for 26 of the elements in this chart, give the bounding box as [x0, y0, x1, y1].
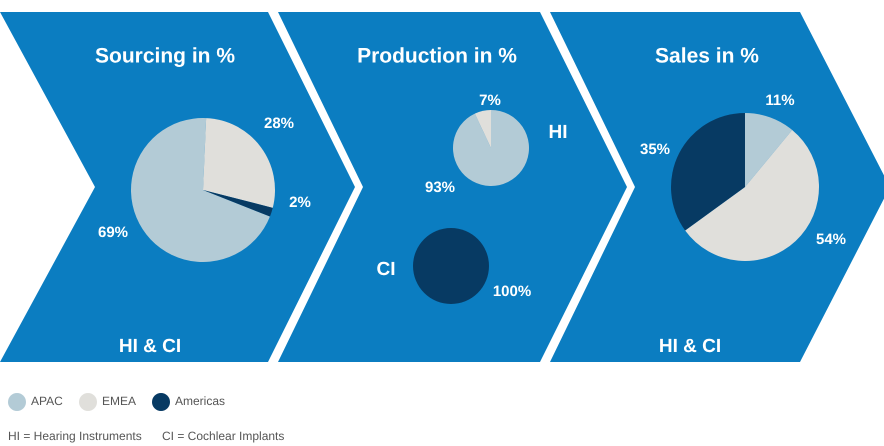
- data-label: 100%: [492, 282, 532, 300]
- pie-slice: [745, 113, 792, 187]
- data-label: 69%: [98, 224, 128, 241]
- data-label: 93%: [424, 178, 456, 196]
- pie-slice: [671, 113, 745, 230]
- data-label: 35%: [640, 140, 670, 158]
- legend-label: Americas: [175, 394, 226, 408]
- chart-title: Production in %: [357, 44, 518, 68]
- text: HI: [548, 122, 568, 144]
- data-label: 11%: [765, 92, 795, 109]
- text: CI: [376, 259, 396, 280]
- text: HI & CI: [118, 336, 182, 358]
- pie-slice: [203, 190, 273, 217]
- data-label: 54%: [816, 230, 846, 248]
- pie-slice: [474, 110, 491, 148]
- legend-label: APAC: [31, 394, 64, 408]
- text: HI & CI: [658, 336, 722, 358]
- chart-title: Sales in %: [655, 44, 760, 68]
- legend-label: EMEA: [102, 394, 136, 408]
- pie-slice: [453, 110, 529, 186]
- text: CI = Cochlear Implants: [162, 429, 284, 444]
- data-label: 28%: [264, 114, 294, 132]
- text: HI = Hearing Instruments: [8, 429, 142, 444]
- data-label: 2%: [289, 194, 311, 211]
- data-label: 7%: [479, 92, 501, 109]
- chart-title: Sourcing in %: [94, 44, 236, 68]
